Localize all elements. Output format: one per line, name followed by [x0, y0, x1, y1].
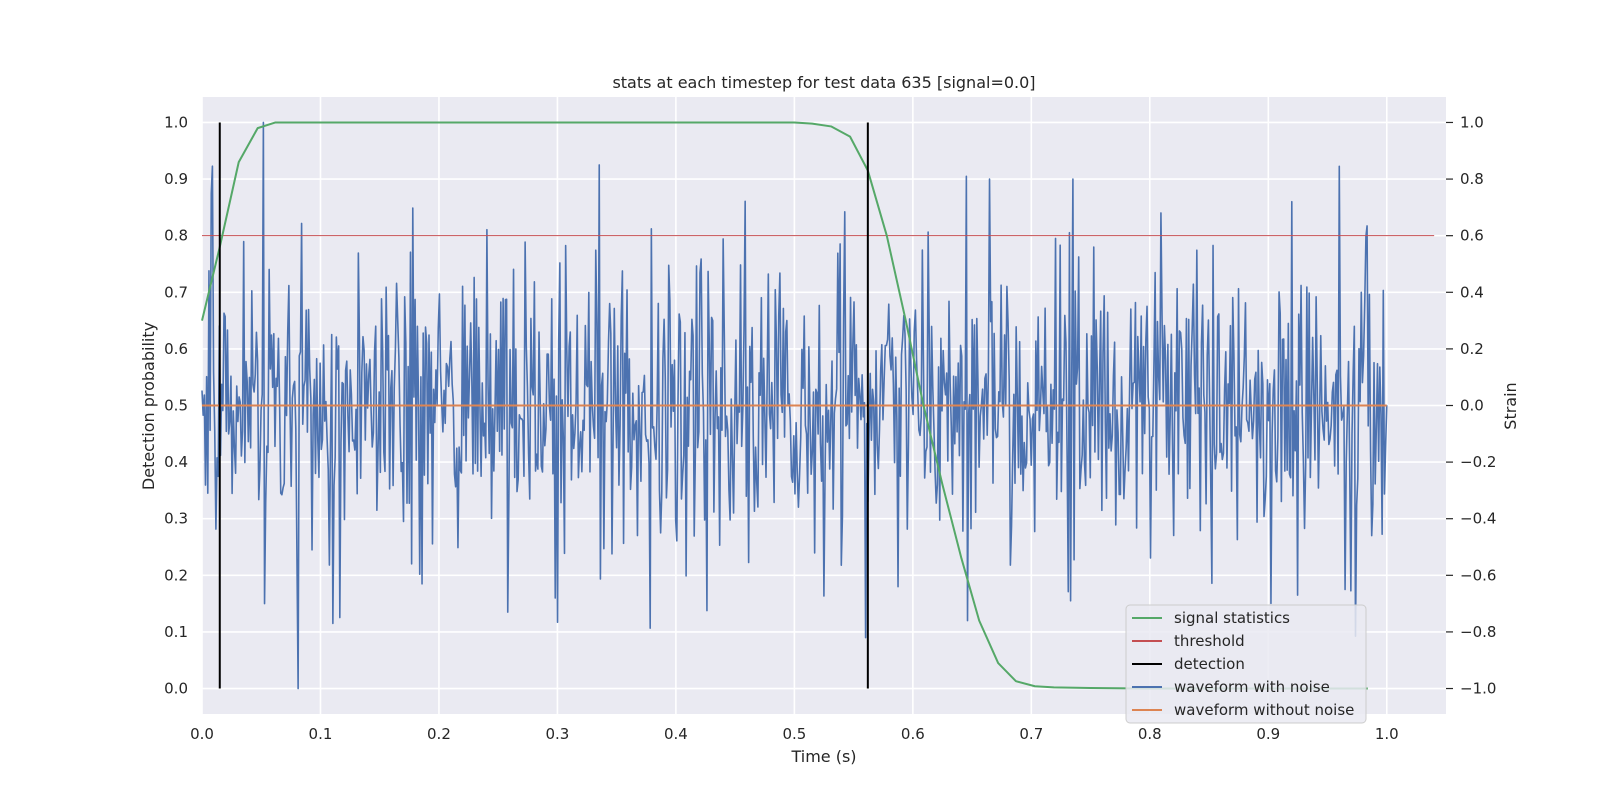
legend-box	[1125, 604, 1367, 724]
x-tick-label: 0.9	[1256, 725, 1280, 743]
legend-label: signal statistics	[1174, 609, 1290, 627]
y2-tick-label: 0.0	[1460, 397, 1484, 415]
x-tick-label: 0.3	[545, 725, 569, 743]
y2-tick-label: −1.0	[1460, 680, 1496, 698]
y-tick-label: 0.6	[164, 340, 188, 358]
y-axis-label: Detection probability	[139, 322, 158, 490]
y-tick-label: 0.5	[164, 397, 188, 415]
y-tick-label: 0.0	[164, 680, 188, 698]
y-tick-label: 0.3	[164, 510, 188, 528]
y2-tick-label: −0.8	[1460, 623, 1496, 641]
x-axis-label: Time (s)	[790, 747, 856, 766]
axis-ticks: 0.0 0.1 0.2 0.3 0.4 0.5 0.6 0.7 0.8 0.9 1.0 0.0 0.1 0…	[164, 113, 1496, 743]
x-tick-label: 0.7	[1019, 725, 1043, 743]
y2-tick-label: 0.6	[1460, 227, 1484, 245]
y-tick-label: 0.1	[164, 623, 188, 641]
y2-axis-label: Strain	[1501, 382, 1520, 429]
x-tick-label: 0.1	[309, 725, 333, 743]
waveform-with-noise-line	[201, 121, 1388, 690]
x-tick-label: 0.5	[782, 725, 806, 743]
legend-label: waveform without noise	[1174, 701, 1354, 719]
series	[201, 121, 1435, 690]
y2-tick-label: −0.2	[1460, 453, 1496, 471]
y-tick-label: 0.2	[164, 566, 188, 584]
x-tick-label: 0.6	[901, 725, 925, 743]
legend-label: waveform with noise	[1174, 678, 1330, 696]
legend-label: threshold	[1174, 632, 1245, 650]
y2-tick-label: −0.4	[1460, 510, 1496, 528]
x-tick-label: 0.4	[664, 725, 688, 743]
y2-tick-label: 1.0	[1460, 113, 1484, 131]
y-tick-label: 0.4	[164, 453, 188, 471]
y2-tick-label: 0.4	[1460, 283, 1484, 301]
y-tick-label: 0.7	[164, 283, 188, 301]
x-tick-label: 0.8	[1138, 725, 1162, 743]
x-tick-label: 0.0	[190, 725, 214, 743]
y2-tick-label: 0.8	[1460, 170, 1484, 188]
x-tick-label: 0.2	[427, 725, 451, 743]
x-tick-label: 1.0	[1375, 725, 1399, 743]
y2-tick-label: −0.6	[1460, 566, 1496, 584]
y-tick-label: 0.8	[164, 227, 188, 245]
chart-title: stats at each timestep for test data 635…	[612, 73, 1035, 92]
legend: signal statistics threshold detection wavef…	[1125, 604, 1367, 724]
y2-tick-label: 0.2	[1460, 340, 1484, 358]
y-tick-label: 0.9	[164, 170, 188, 188]
y-tick-label: 1.0	[164, 113, 188, 131]
legend-label: detection	[1174, 655, 1245, 673]
